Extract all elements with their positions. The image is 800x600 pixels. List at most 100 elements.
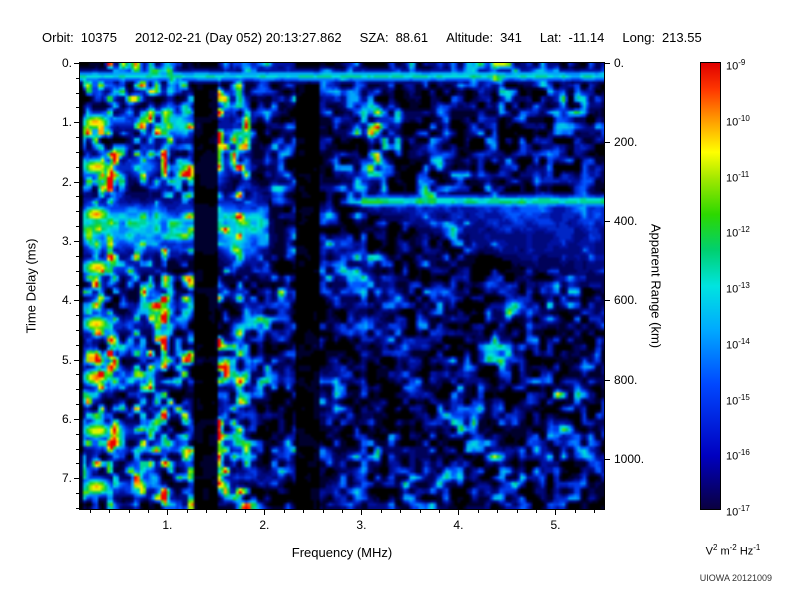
y-minor-tick bbox=[76, 255, 79, 257]
x-tick-label: 2. bbox=[259, 518, 270, 532]
y-minor-tick bbox=[76, 270, 79, 272]
right-axis-tick-label: 600. bbox=[614, 293, 638, 308]
y-tick-label: 7. bbox=[61, 471, 72, 486]
header-field-value: -11.14 bbox=[568, 30, 605, 45]
y-tick-label: 0. bbox=[61, 56, 72, 70]
y-minor-tick bbox=[76, 344, 79, 346]
x-major-tick bbox=[264, 510, 266, 515]
x-minor-tick bbox=[536, 510, 538, 513]
y-minor-tick bbox=[76, 166, 79, 168]
x-minor-tick bbox=[574, 510, 576, 513]
x-minor-tick bbox=[128, 510, 130, 513]
y-minor-tick bbox=[76, 448, 79, 450]
header-field: Altitude: 341 bbox=[446, 30, 522, 45]
header-field: 2012-02-21 (Day 052) 20:13:27.862 bbox=[135, 30, 342, 45]
colorbar-tick-label: 10-10 bbox=[726, 113, 750, 129]
colorbar-tick-label: 10-16 bbox=[726, 448, 750, 463]
x-axis-label: Frequency (MHz) bbox=[291, 545, 393, 560]
y-minor-tick bbox=[76, 77, 79, 79]
y-minor-tick bbox=[76, 196, 79, 198]
y-minor-tick bbox=[76, 107, 79, 109]
y-minor-tick bbox=[76, 492, 79, 494]
y-tick-label: 3. bbox=[61, 233, 72, 248]
header-info-bar: Orbit: 10375 2012-02-21 (Day 052) 20:13:27… bbox=[42, 30, 720, 45]
header-field-label: Altitude: bbox=[446, 30, 494, 45]
header-field: Lat: -11.14 bbox=[540, 30, 605, 45]
y-major-tick bbox=[74, 478, 79, 480]
y-tick-label: 6. bbox=[61, 411, 72, 426]
right-axis-tick bbox=[605, 221, 610, 223]
header-field-value: 213.55 bbox=[661, 30, 702, 45]
x-tick-label: 5. bbox=[550, 518, 561, 532]
y-axis-label-left: Time Delay (ms) bbox=[23, 238, 39, 334]
y-minor-tick bbox=[76, 285, 79, 287]
x-major-tick bbox=[361, 510, 363, 515]
x-minor-tick bbox=[342, 510, 343, 513]
y-minor-tick bbox=[76, 92, 79, 94]
x-major-tick bbox=[167, 510, 169, 515]
y-major-tick bbox=[74, 359, 79, 361]
y-major-tick bbox=[74, 63, 79, 64]
header-field-label: SZA: bbox=[359, 30, 389, 45]
x-minor-tick bbox=[380, 510, 382, 513]
header-field-label: Lat: bbox=[539, 30, 562, 45]
x-minor-tick bbox=[283, 510, 285, 513]
x-minor-tick bbox=[419, 510, 421, 513]
colorbar-tick-label: 10-13 bbox=[726, 281, 750, 296]
colorbar-tick-label: 10-9 bbox=[726, 58, 746, 73]
y-minor-tick bbox=[76, 137, 79, 139]
right-axis-tick bbox=[605, 458, 610, 460]
y-minor-tick bbox=[76, 315, 79, 317]
y-minor-tick bbox=[76, 226, 79, 228]
header-field-value: 341 bbox=[500, 30, 522, 45]
x-minor-tick bbox=[477, 510, 479, 513]
header-field-value: 88.61 bbox=[395, 30, 429, 45]
y-minor-tick bbox=[76, 463, 79, 465]
x-major-tick bbox=[458, 510, 460, 515]
header-field-value: 2012-02-21 (Day 052) 20:13:27.862 bbox=[134, 30, 342, 45]
y-major-tick bbox=[74, 240, 79, 242]
y-minor-tick bbox=[76, 329, 79, 331]
y-major-tick bbox=[74, 181, 79, 183]
right-axis-tick-label: 800. bbox=[614, 372, 638, 387]
x-minor-tick bbox=[109, 510, 111, 513]
header-field: Orbit: 10375 bbox=[42, 30, 117, 45]
x-tick-label: 1. bbox=[162, 518, 173, 532]
right-axis-tick-label: 400. bbox=[614, 214, 638, 229]
y-tick-label: 2. bbox=[61, 174, 72, 189]
right-axis-tick bbox=[605, 379, 610, 381]
x-minor-tick bbox=[400, 510, 402, 513]
y-axis-label-right: Apparent Range (km) bbox=[648, 223, 664, 349]
right-axis-tick-label: 1000. bbox=[614, 451, 645, 466]
y-tick-label: 4. bbox=[61, 293, 72, 308]
y-tick-label: 1. bbox=[61, 115, 72, 130]
x-minor-tick bbox=[206, 510, 208, 513]
colorbar-tick-label: 10-15 bbox=[726, 392, 750, 408]
y-major-tick bbox=[74, 300, 79, 302]
y-minor-tick bbox=[76, 404, 79, 406]
colorbar-tick-label: 10-17 bbox=[726, 504, 750, 519]
y-minor-tick bbox=[76, 151, 79, 153]
header-field-label: Orbit: bbox=[42, 30, 74, 45]
x-minor-tick bbox=[89, 510, 91, 513]
right-axis-tick-label: 0. bbox=[614, 56, 625, 70]
x-tick-label: 3. bbox=[356, 518, 367, 532]
x-minor-tick bbox=[303, 510, 305, 513]
y-major-tick bbox=[74, 418, 79, 420]
y-minor-tick bbox=[76, 507, 79, 509]
x-minor-tick bbox=[225, 510, 227, 513]
colorbar-tick-label: 10-11 bbox=[726, 169, 750, 185]
x-minor-tick bbox=[439, 510, 441, 513]
header-field-value: 10375 bbox=[80, 30, 117, 45]
x-minor-tick bbox=[594, 510, 596, 513]
x-minor-tick bbox=[244, 510, 246, 513]
x-minor-tick bbox=[516, 510, 518, 513]
y-tick-label: 5. bbox=[61, 352, 72, 367]
right-axis-tick-label: 200. bbox=[614, 135, 638, 150]
x-minor-tick bbox=[497, 510, 499, 513]
x-tick-label: 4. bbox=[453, 518, 464, 532]
spectrogram-frame bbox=[79, 62, 605, 510]
x-minor-tick bbox=[322, 510, 324, 513]
y-major-tick bbox=[74, 122, 79, 124]
